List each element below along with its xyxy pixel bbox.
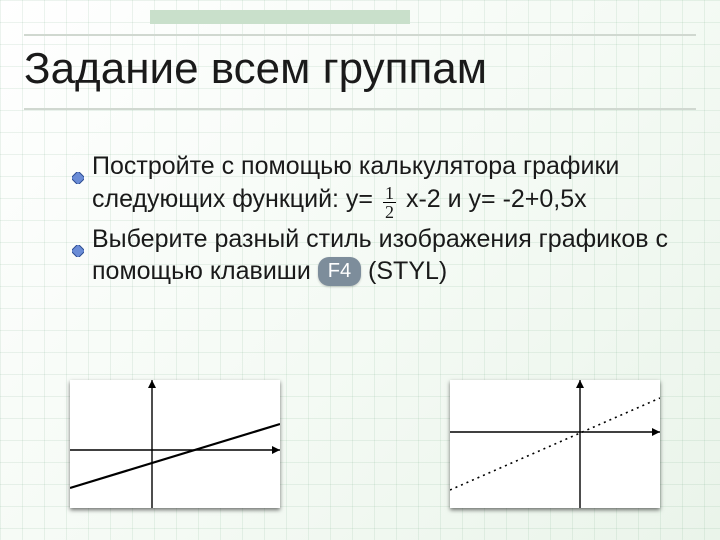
- arrow-up-icon: [148, 380, 156, 388]
- chart-left-svg: [70, 380, 280, 508]
- bullet-marker-icon: [72, 160, 90, 193]
- bullet-text: Выберите разный стиль изображения график…: [92, 223, 680, 288]
- body-text-area: Постройте с помощью калькулятора графики…: [72, 150, 680, 290]
- chart-right-svg: [450, 380, 660, 508]
- slide-root: Задание всем группам Постройте с помощью…: [0, 0, 720, 540]
- slide-title: Задание всем группам: [24, 44, 696, 94]
- title-accent-block: [150, 10, 410, 24]
- plot-line-solid: [70, 424, 280, 488]
- bullet-text-post: x-2 и y= -2+0,5x: [406, 185, 587, 213]
- bullet-text: Постройте с помощью калькулятора графики…: [92, 150, 680, 221]
- title-container: Задание всем группам: [24, 34, 696, 110]
- bullet-text-tail: (STYL): [368, 257, 447, 285]
- arrow-right-icon: [652, 428, 660, 436]
- key-label: F4: [318, 257, 361, 286]
- bullet-item: Выберите разный стиль изображения график…: [72, 223, 680, 288]
- chart-left: [70, 380, 280, 508]
- charts-container: [70, 380, 660, 520]
- fraction-denominator: 2: [383, 202, 396, 221]
- bullet-marker-icon: [72, 233, 90, 266]
- fraction-numerator: 1: [383, 184, 396, 202]
- fraction: 1 2: [383, 184, 396, 221]
- arrow-right-icon: [272, 446, 280, 454]
- bullet-item: Постройте с помощью калькулятора графики…: [72, 150, 680, 221]
- arrow-up-icon: [576, 380, 584, 388]
- chart-right: [450, 380, 660, 508]
- plot-line-dotted: [450, 398, 660, 490]
